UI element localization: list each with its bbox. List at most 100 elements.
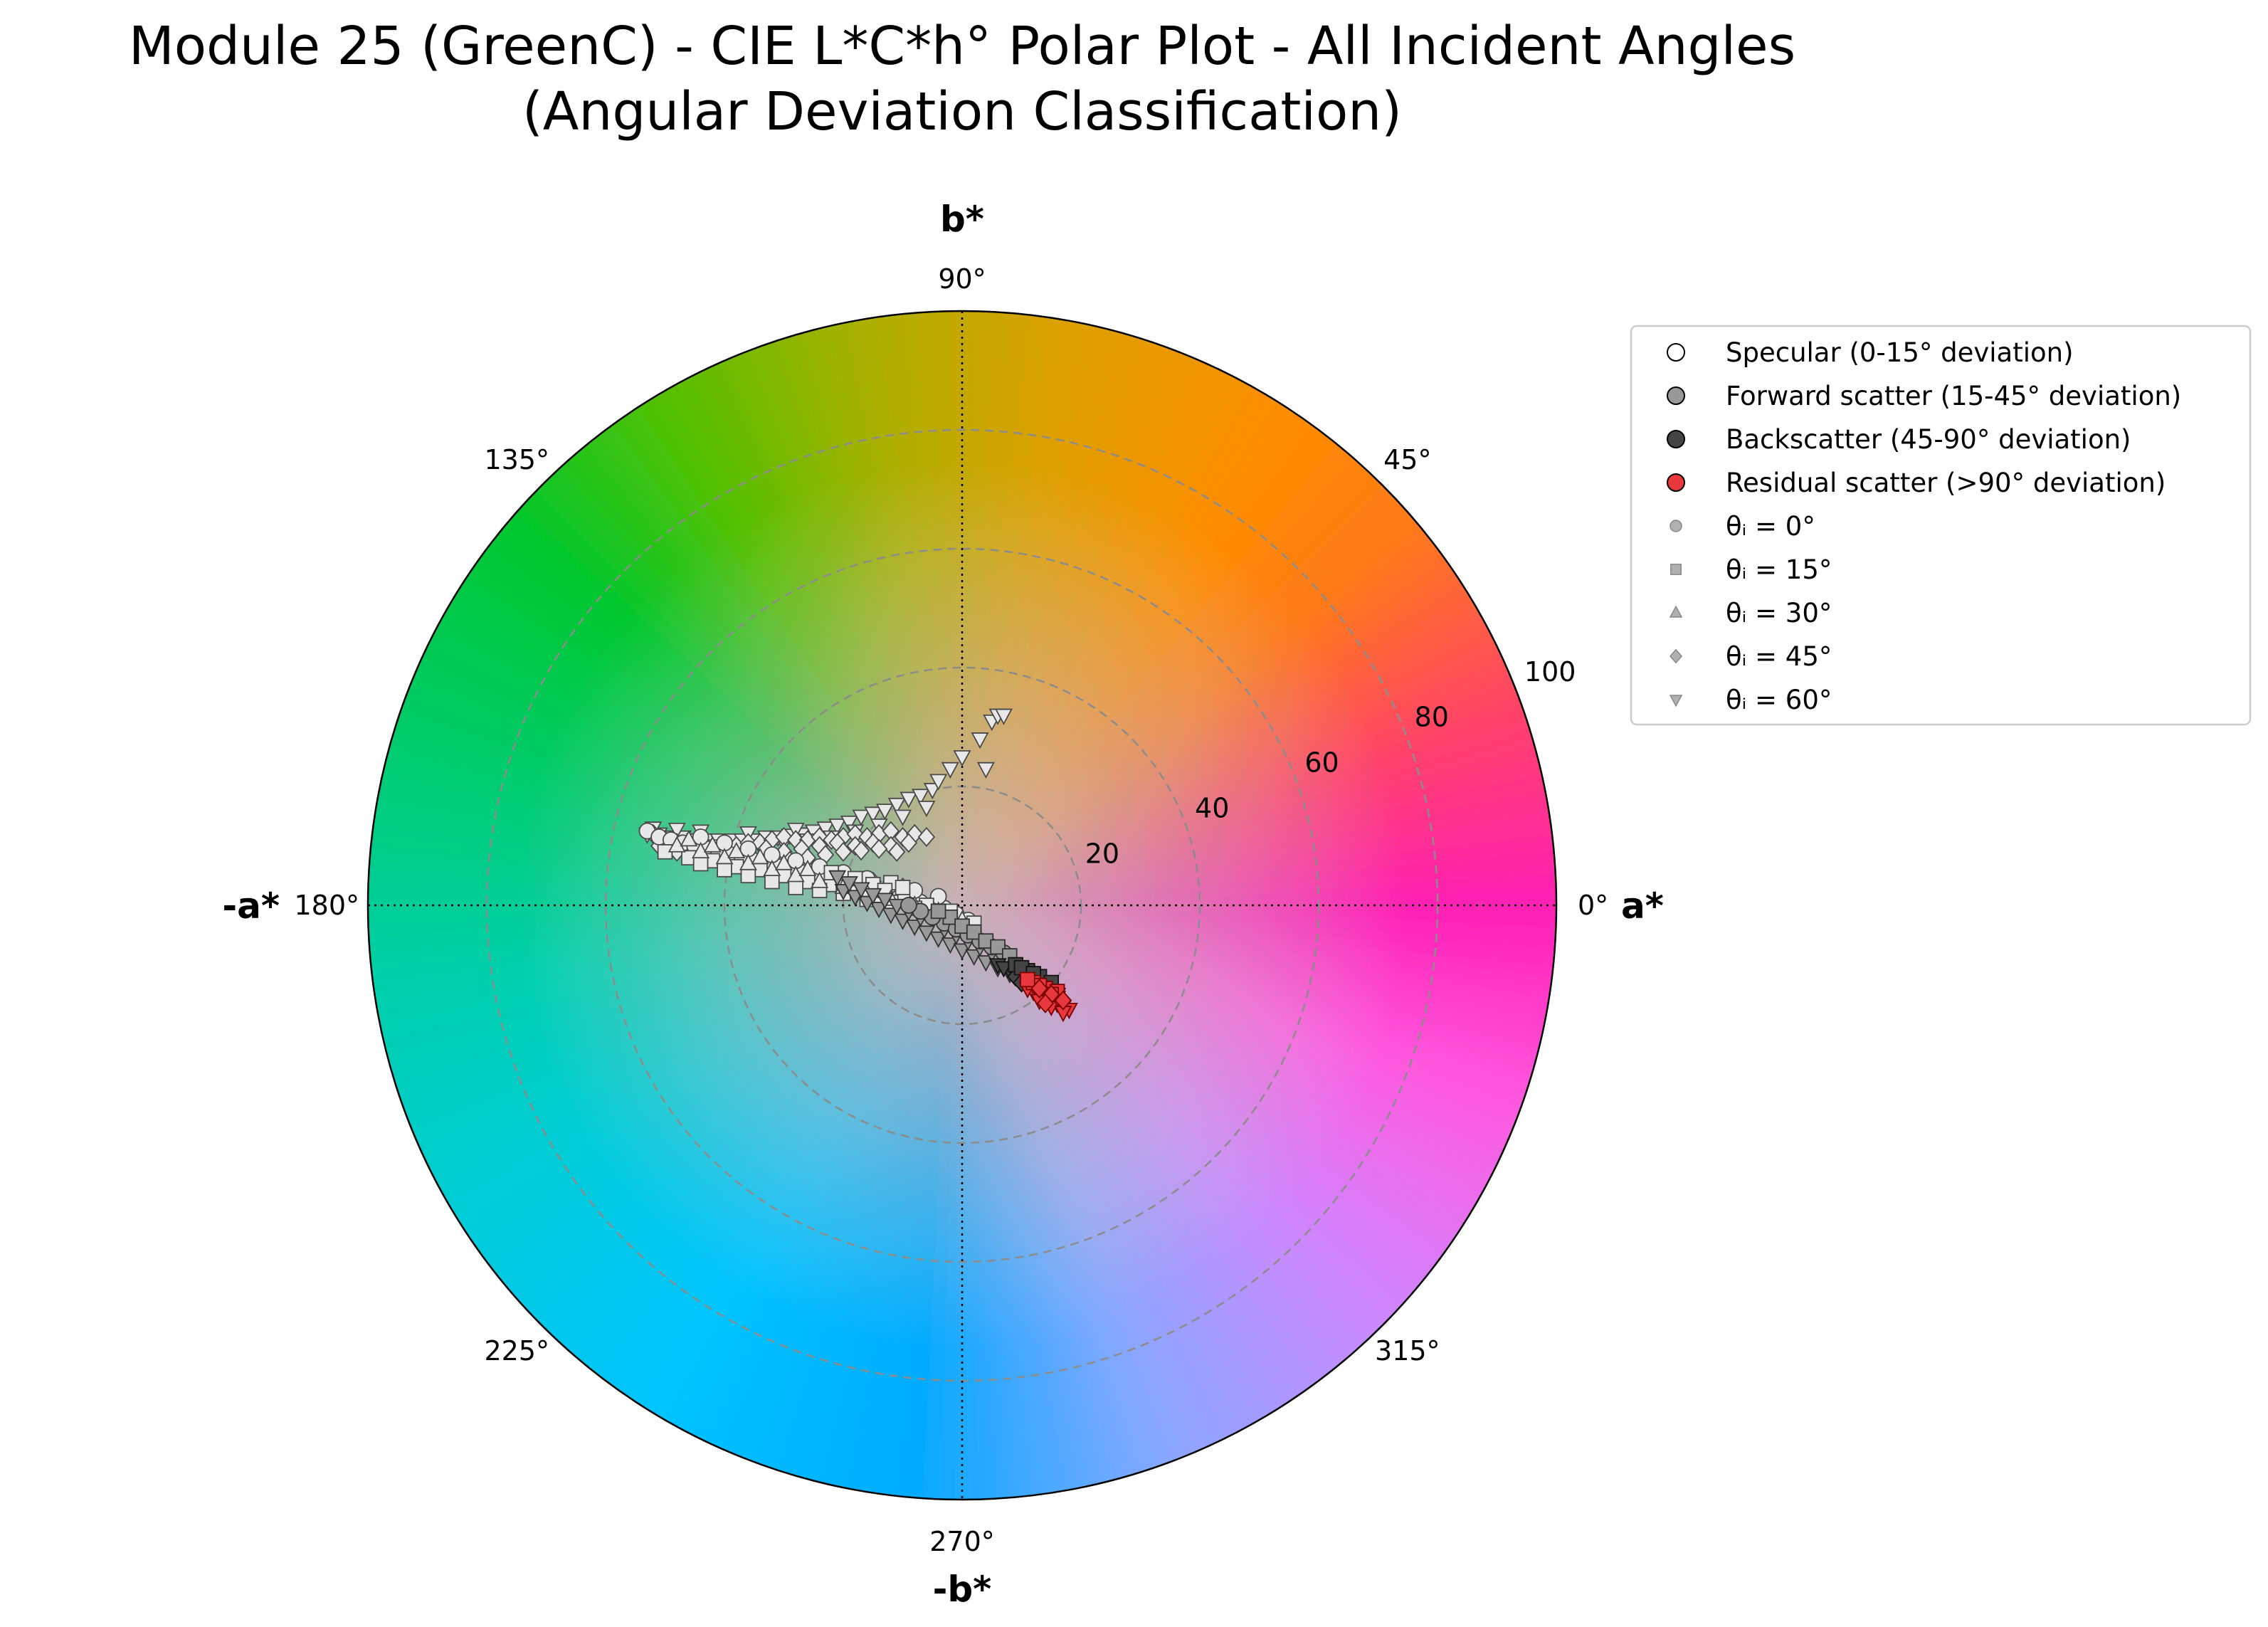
data-point-specular-triangle-down <box>929 774 948 791</box>
legend-label-forward: Forward scatter (15-45° deviation) <box>1726 381 2181 411</box>
angle-tick-label: 90° <box>938 263 986 295</box>
data-point-forward-triangle-down <box>864 888 882 905</box>
data-point-specular-triangle-up <box>668 836 686 853</box>
data-point-specular-triangle-down <box>971 732 989 749</box>
data-point-forward-triangle-down <box>953 943 971 960</box>
data-point-back-triangle-down <box>994 961 1013 978</box>
angle-tick-label: 0° <box>1578 890 1608 921</box>
data-point-specular-triangle-down <box>917 801 936 818</box>
data-point-forward-triangle-down <box>882 907 900 925</box>
data-point-forward-triangle-down <box>875 893 894 910</box>
data-point-specular-triangle-up <box>692 841 710 858</box>
data-point-specular-triangle-up <box>811 871 829 888</box>
legend-label-specular: Specular (0-15° deviation) <box>1726 337 2074 368</box>
polar-plot-area: 20 40 60 80 100 0° 45° 90° 135° 180° 225° 270° 315°… <box>222 199 1664 1610</box>
angle-tick-label: 270° <box>929 1526 995 1557</box>
axis-label-b-positive: b* <box>940 199 984 240</box>
data-points <box>638 708 1078 1023</box>
legend: Specular (0-15° deviation) Forward scatte… <box>1630 325 2252 726</box>
data-point-specular-triangle-down <box>976 762 995 779</box>
angle-tick-labels: 0° 45° 90° 135° 180° 225° 270° 315° <box>294 263 1608 1557</box>
data-point-specular-square <box>717 862 732 878</box>
data-point-specular-triangle-up <box>751 848 769 865</box>
data-point-specular-triangle-down <box>887 797 906 815</box>
data-point-specular-square <box>788 880 804 895</box>
data-point-forward-circle <box>900 897 917 914</box>
angle-tick-label: 45° <box>1383 444 1431 475</box>
data-point-specular-square <box>740 868 756 884</box>
axis-label-a-negative: -a* <box>222 885 280 927</box>
legend-label-a60: θᵢ = 60° <box>1726 685 1832 715</box>
data-point-specular-triangle-down <box>828 818 847 836</box>
angle-tick-label: 225° <box>484 1335 549 1367</box>
plot-outline <box>366 310 1558 1501</box>
data-point-forward-triangle-down <box>965 949 983 966</box>
radial-grid-circle <box>723 666 1201 1144</box>
radial-tick-label: 20 <box>1085 838 1119 869</box>
radial-tick-label: 40 <box>1195 793 1229 824</box>
data-point-forward-square <box>966 924 982 940</box>
data-point-specular-diamond <box>917 826 936 847</box>
data-point-residual-diamond <box>1030 978 1048 999</box>
radial-tick-labels: 20 40 60 80 100 <box>1085 656 1576 870</box>
legend-marker-a60 <box>1669 695 1683 707</box>
legend-marker-a45 <box>1670 648 1682 664</box>
data-point-specular-triangle-up <box>774 853 793 870</box>
data-point-specular-square <box>692 855 709 872</box>
data-point-forward-triangle-down <box>905 920 924 937</box>
legend-frame <box>1630 325 2252 726</box>
legend-label-a45: θᵢ = 45° <box>1726 641 1832 672</box>
data-point-specular-diamond <box>834 841 853 862</box>
data-point-specular-triangle-up <box>798 859 817 877</box>
data-point-specular-triangle-up <box>739 853 757 870</box>
legend-label-a30: θᵢ = 30° <box>1726 598 1832 628</box>
legend-label-a0: θᵢ = 0° <box>1726 511 1815 542</box>
radial-tick-label: 100 <box>1524 656 1576 688</box>
legend-label-residual: Residual scatter (>90° deviation) <box>1726 468 2166 498</box>
data-point-specular-triangle-down <box>875 804 894 821</box>
data-point-specular-triangle-down <box>893 809 912 826</box>
angle-tick-label: 315° <box>1375 1335 1440 1367</box>
data-point-forward-triangle-down <box>929 931 948 948</box>
data-point-specular-diamond <box>900 833 918 853</box>
data-point-forward-triangle-down <box>941 937 959 954</box>
data-point-forward-triangle-down <box>870 902 888 919</box>
data-point-specular-triangle-down <box>941 762 959 779</box>
data-point-specular-diamond <box>887 841 906 862</box>
legend-marker-a15 <box>1670 564 1682 575</box>
chart-subtitle: (Angular Deviation Classification) <box>522 81 1402 142</box>
data-point-specular-triangle-up <box>763 859 781 877</box>
angle-tick-label: 180° <box>294 890 359 921</box>
data-point-specular-triangle-down <box>912 789 930 806</box>
data-point-forward-square <box>990 939 1006 955</box>
data-point-residual-diamond <box>1036 993 1055 1013</box>
data-point-specular-diamond <box>870 838 888 859</box>
data-point-forward-square <box>930 903 946 920</box>
radial-tick-label: 60 <box>1304 747 1339 779</box>
data-point-specular-triangle-down <box>900 791 918 809</box>
data-point-specular-diamond <box>852 841 870 861</box>
data-point-specular-triangle-down <box>953 750 971 767</box>
data-point-forward-triangle-down <box>840 876 858 893</box>
legend-label-a15: θᵢ = 15° <box>1726 554 1832 585</box>
angle-tick-label: 135° <box>484 444 549 475</box>
data-point-specular-triangle-down <box>994 708 1013 725</box>
axis-label-a-positive: a* <box>1621 885 1664 927</box>
data-point-forward-triangle-down <box>893 913 912 930</box>
data-point-forward-triangle-down <box>828 870 847 887</box>
legend-marker-a0 <box>1670 520 1682 532</box>
data-point-specular-triangle-down <box>923 783 942 800</box>
data-point-forward-triangle-down <box>852 882 870 899</box>
data-point-specular-triangle-down <box>840 815 858 833</box>
data-point-specular-triangle-down <box>864 806 882 823</box>
neutral-center-overlay <box>368 311 1556 1500</box>
legend-label-back: Backscatter (45-90° deviation) <box>1726 424 2131 455</box>
legend-marker-specular <box>1667 343 1685 362</box>
data-point-specular-triangle-down <box>668 822 686 840</box>
radial-tick-label: 80 <box>1415 702 1449 733</box>
legend-marker-forward <box>1667 386 1685 405</box>
data-point-residual-square <box>1020 972 1035 988</box>
axis-label-b-negative: -b* <box>933 1569 992 1610</box>
data-point-forward-triangle-down <box>917 925 936 942</box>
